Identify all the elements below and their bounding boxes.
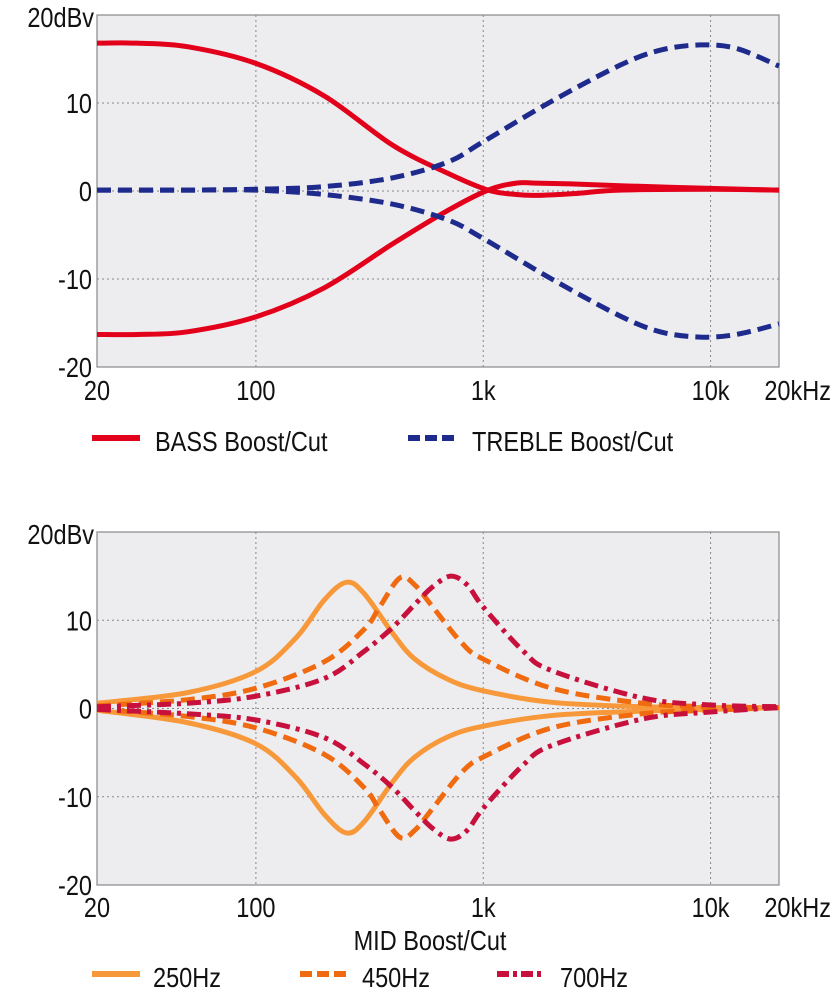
y-tick-label: 10	[66, 606, 92, 636]
legend-label: BASS Boost/Cut	[155, 427, 327, 457]
series-1-curve-boost	[96, 574, 780, 711]
series-1-curve-cut	[96, 705, 780, 841]
legend-label: 450Hz	[362, 963, 430, 993]
series-0-curve-boost	[96, 40, 780, 198]
y-tick-label: 20dBv	[27, 3, 94, 33]
y-tick-label: -20	[58, 353, 92, 383]
y-tick-label: 0	[79, 177, 92, 207]
x-tick-label: 1k	[471, 376, 496, 406]
x-tick-label: 10k	[692, 893, 730, 923]
x-tick-label: 20kHz	[764, 376, 831, 406]
series-1-curve-cut	[96, 187, 780, 340]
series-2-curve-cut	[96, 705, 780, 842]
x-tick-label: 20kHz	[764, 893, 831, 923]
x-tick-label: 1k	[471, 893, 496, 923]
legend-label: 700Hz	[560, 963, 628, 993]
series-0-curve-cut	[96, 705, 780, 836]
x-tick-label: 20	[84, 893, 110, 923]
y-tick-label: -10	[58, 265, 92, 295]
y-tick-label: 20dBv	[27, 520, 94, 550]
legend-label: TREBLE Boost/Cut	[472, 427, 673, 457]
series-0-curve-boost	[96, 579, 780, 711]
x-axis-label: MID Boost/Cut	[354, 926, 507, 956]
x-tick-label: 100	[236, 893, 275, 923]
y-tick-label: 10	[66, 89, 92, 119]
y-tick-label: 0	[79, 695, 92, 725]
x-tick-label: 100	[236, 376, 275, 406]
series-0-curve-cut	[96, 180, 780, 338]
y-tick-label: -20	[58, 871, 92, 901]
y-tick-label: -10	[58, 783, 92, 813]
chart-1: BASS Boost/Cut TREBLE Boost/Cut20dBv100-1…	[27, 3, 831, 457]
x-tick-label: 10k	[692, 376, 730, 406]
x-tick-label: 20	[84, 376, 110, 406]
legend-label: 250Hz	[153, 963, 221, 993]
